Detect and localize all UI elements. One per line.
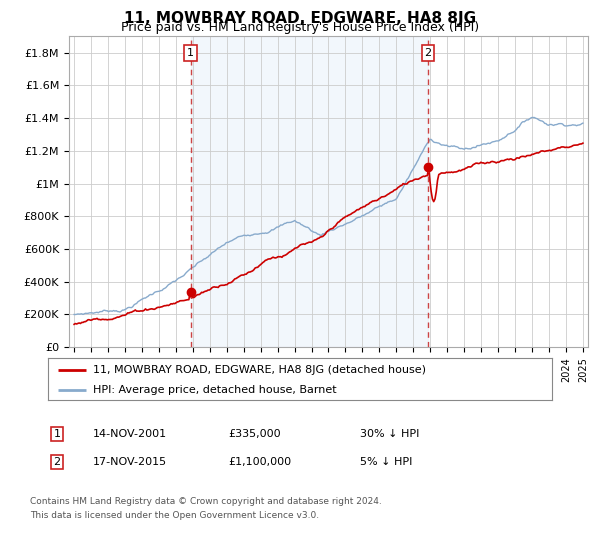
Text: 1: 1 bbox=[187, 48, 194, 58]
Text: 17-NOV-2015: 17-NOV-2015 bbox=[93, 457, 167, 467]
Text: 2: 2 bbox=[53, 457, 61, 467]
Text: 1: 1 bbox=[53, 429, 61, 439]
Text: This data is licensed under the Open Government Licence v3.0.: This data is licensed under the Open Gov… bbox=[30, 511, 319, 520]
Text: Price paid vs. HM Land Registry's House Price Index (HPI): Price paid vs. HM Land Registry's House … bbox=[121, 21, 479, 34]
Text: 30% ↓ HPI: 30% ↓ HPI bbox=[360, 429, 419, 439]
Text: £335,000: £335,000 bbox=[228, 429, 281, 439]
Text: Contains HM Land Registry data © Crown copyright and database right 2024.: Contains HM Land Registry data © Crown c… bbox=[30, 497, 382, 506]
Text: £1,100,000: £1,100,000 bbox=[228, 457, 291, 467]
Text: HPI: Average price, detached house, Barnet: HPI: Average price, detached house, Barn… bbox=[94, 385, 337, 395]
Text: 5% ↓ HPI: 5% ↓ HPI bbox=[360, 457, 412, 467]
Bar bbox=[191, 36, 428, 347]
Text: 11, MOWBRAY ROAD, EDGWARE, HA8 8JG: 11, MOWBRAY ROAD, EDGWARE, HA8 8JG bbox=[124, 11, 476, 26]
Text: 14-NOV-2001: 14-NOV-2001 bbox=[93, 429, 167, 439]
Text: 11, MOWBRAY ROAD, EDGWARE, HA8 8JG (detached house): 11, MOWBRAY ROAD, EDGWARE, HA8 8JG (deta… bbox=[94, 365, 427, 375]
Text: 2: 2 bbox=[424, 48, 431, 58]
